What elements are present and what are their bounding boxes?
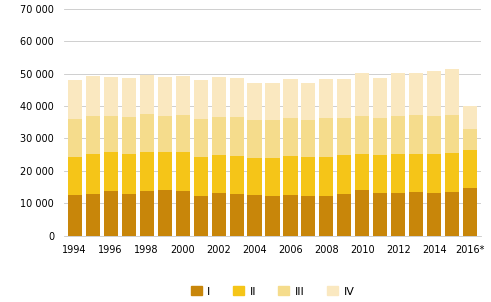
Bar	[445, 192, 460, 236]
Bar	[193, 119, 208, 157]
Bar	[104, 153, 118, 191]
Bar	[176, 76, 190, 115]
Bar	[176, 153, 190, 191]
Bar	[445, 114, 460, 153]
Bar	[229, 194, 244, 236]
Bar	[158, 153, 171, 190]
Bar	[391, 193, 406, 236]
Bar	[337, 155, 352, 194]
Bar	[374, 118, 387, 155]
Bar	[212, 77, 225, 117]
Bar	[158, 115, 171, 153]
Bar	[355, 116, 369, 154]
Bar	[68, 157, 82, 195]
Bar	[247, 158, 262, 195]
Bar	[427, 71, 441, 115]
Bar	[122, 78, 136, 117]
Bar	[104, 191, 118, 236]
Bar	[283, 79, 298, 118]
Bar	[139, 152, 154, 191]
Bar	[68, 195, 82, 236]
Bar	[427, 194, 441, 236]
Bar	[355, 190, 369, 236]
Bar	[337, 194, 352, 236]
Bar	[427, 154, 441, 194]
Bar	[409, 154, 423, 192]
Bar	[229, 117, 244, 156]
Bar	[68, 80, 82, 119]
Bar	[266, 196, 279, 236]
Bar	[464, 188, 477, 236]
Bar	[158, 190, 171, 236]
Bar	[464, 106, 477, 129]
Bar	[301, 196, 316, 236]
Bar	[85, 116, 100, 154]
Bar	[355, 154, 369, 190]
Bar	[374, 78, 387, 118]
Bar	[266, 82, 279, 120]
Bar	[139, 76, 154, 114]
Bar	[283, 118, 298, 156]
Bar	[391, 154, 406, 193]
Bar	[229, 78, 244, 117]
Bar	[212, 155, 225, 194]
Bar	[85, 194, 100, 236]
Bar	[158, 77, 171, 115]
Bar	[122, 154, 136, 194]
Bar	[445, 153, 460, 192]
Bar	[193, 80, 208, 119]
Bar	[193, 196, 208, 236]
Bar	[247, 195, 262, 236]
Bar	[391, 73, 406, 115]
Bar	[104, 115, 118, 153]
Bar	[104, 77, 118, 115]
Bar	[85, 154, 100, 194]
Bar	[320, 196, 333, 236]
Bar	[139, 114, 154, 152]
Bar	[176, 191, 190, 236]
Bar	[139, 191, 154, 236]
Legend: I, II, III, IV: I, II, III, IV	[186, 282, 359, 301]
Bar	[247, 83, 262, 120]
Bar	[301, 157, 316, 196]
Bar	[409, 73, 423, 115]
Bar	[229, 156, 244, 194]
Bar	[266, 120, 279, 158]
Bar	[391, 115, 406, 154]
Bar	[122, 117, 136, 154]
Bar	[301, 83, 316, 120]
Bar	[212, 194, 225, 236]
Bar	[337, 118, 352, 155]
Bar	[266, 158, 279, 196]
Bar	[355, 73, 369, 116]
Bar	[122, 194, 136, 236]
Bar	[193, 157, 208, 196]
Bar	[247, 120, 262, 158]
Bar	[68, 119, 82, 157]
Bar	[283, 156, 298, 195]
Bar	[320, 157, 333, 196]
Bar	[176, 115, 190, 153]
Bar	[283, 195, 298, 236]
Bar	[374, 193, 387, 236]
Bar	[320, 79, 333, 118]
Bar	[409, 192, 423, 236]
Bar	[85, 76, 100, 116]
Bar	[464, 129, 477, 150]
Bar	[301, 120, 316, 157]
Bar	[445, 69, 460, 114]
Bar	[337, 79, 352, 118]
Bar	[212, 117, 225, 155]
Bar	[374, 155, 387, 193]
Bar	[409, 115, 423, 154]
Bar	[427, 115, 441, 154]
Bar	[464, 150, 477, 188]
Bar	[320, 118, 333, 157]
